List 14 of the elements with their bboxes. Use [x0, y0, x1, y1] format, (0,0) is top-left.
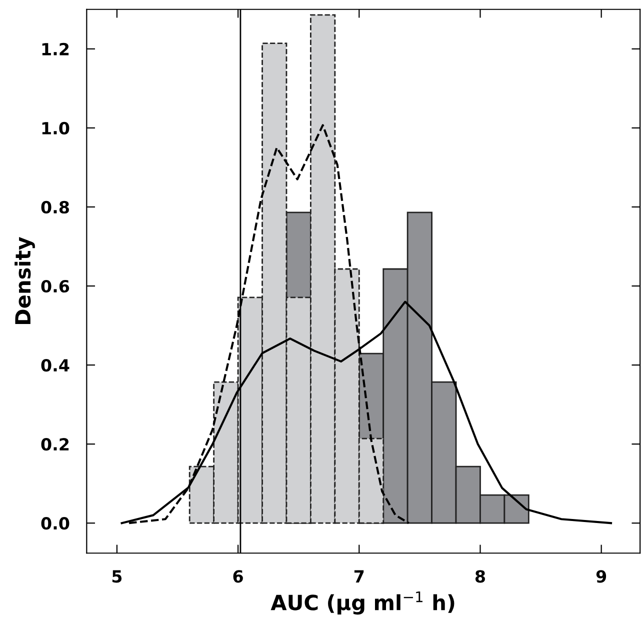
x-tick-label: 9: [596, 570, 606, 583]
y-tick-label: 1.2: [42, 42, 69, 56]
y-tick-label: 0.4: [41, 358, 70, 372]
x-axis-title: AUC (μg ml$^{−1}$ h): [270, 591, 454, 615]
y-tick-label: 0.8: [41, 200, 69, 214]
y-tick-label: 0.0: [41, 517, 70, 530]
y-tick-label: 0.2: [41, 438, 69, 451]
x-tick-label: 8: [475, 570, 485, 583]
y-axis-title: Density: [14, 236, 35, 324]
y-tick-label: 0.6: [41, 280, 70, 293]
y-tick-label: 1.0: [42, 122, 70, 134]
x-tick-label: 6: [233, 570, 243, 583]
x-tick-label: 5: [112, 570, 122, 583]
x-tick-label: 7: [354, 570, 364, 582]
